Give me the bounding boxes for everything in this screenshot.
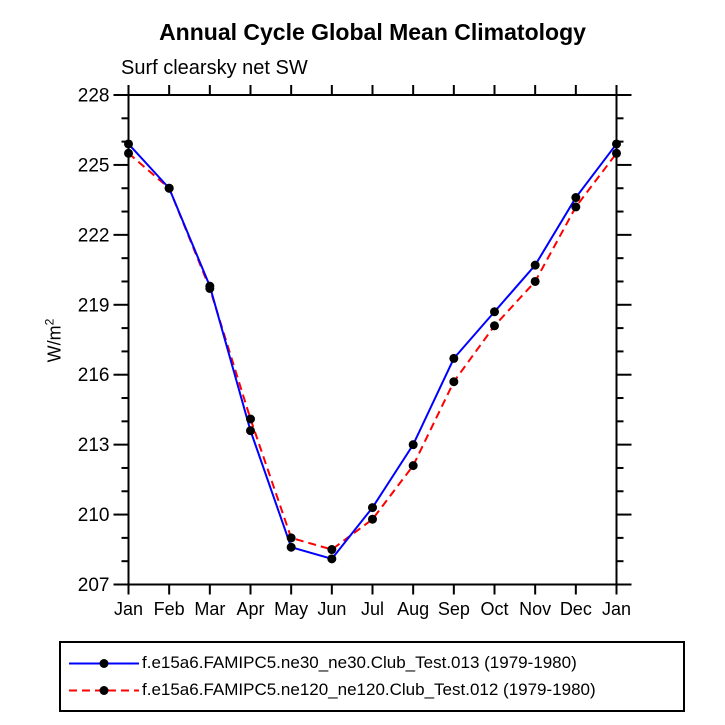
y-axis-tick-label: 213	[78, 435, 110, 456]
legend-marker-icon	[99, 685, 109, 695]
data-point-marker	[286, 542, 296, 552]
chart-subtitle: Surf clearsky net SW	[121, 57, 308, 79]
x-axis-tick-label: Feb	[154, 599, 185, 619]
data-point-marker	[408, 440, 418, 450]
legend-label-ne120: f.e15a6.FAMIPC5.ne120_ne120.Club_Test.01…	[142, 680, 596, 699]
y-axis-tick-label: 210	[78, 505, 110, 526]
legend-solid-line-sample	[69, 658, 139, 668]
data-point-marker	[490, 307, 499, 317]
series-line-ne30	[127, 143, 618, 561]
x-axis-tick-label: Jan	[602, 599, 631, 619]
x-axis-tick-label: Oct	[480, 599, 508, 619]
data-point-marker	[571, 193, 581, 203]
legend-item-ne120: f.e15a6.FAMIPC5.ne120_ne120.Club_Test.01…	[68, 677, 683, 704]
x-axis-tick-label: Jun	[317, 599, 346, 619]
data-point-marker	[205, 281, 215, 291]
data-point-marker	[530, 276, 540, 286]
data-point-marker	[368, 514, 377, 524]
x-axis-tick-label: May	[274, 599, 308, 619]
legend-item-ne30: f.e15a6.FAMIPC5.ne30_ne30.Club_Test.013 …	[68, 650, 683, 677]
data-point-marker	[124, 148, 133, 158]
data-point-marker	[530, 260, 540, 270]
legend-dashed-line-sample	[69, 685, 139, 695]
data-point-marker	[327, 554, 337, 564]
x-axis-tick-label: Jul	[361, 599, 384, 619]
y-axis-tick-label: 216	[78, 365, 110, 386]
data-point-marker	[408, 461, 418, 471]
x-axis-tick-label: Sep	[438, 599, 470, 619]
y-axis-tick-label: 222	[78, 225, 110, 246]
data-point-marker	[246, 414, 255, 424]
x-axis-tick-label: Jan	[114, 599, 143, 619]
data-point-marker	[612, 139, 621, 149]
data-point-marker	[164, 183, 174, 193]
y-axis-tick-label: 225	[78, 155, 110, 176]
data-point-marker	[286, 533, 296, 543]
data-point-marker	[246, 426, 255, 436]
x-axis-tick-label: Dec	[560, 599, 592, 619]
chart-title: Annual Cycle Global Mean Climatology	[159, 19, 586, 45]
x-axis-tick-label: Mar	[194, 599, 225, 619]
data-point-marker	[449, 353, 459, 363]
y-axis-tick-label: 219	[78, 295, 110, 316]
x-axis-tick-label: Apr	[236, 599, 264, 619]
data-point-marker	[490, 321, 499, 331]
data-point-marker	[449, 377, 459, 387]
series-line-ne120	[127, 152, 618, 551]
data-point-marker	[368, 503, 377, 513]
y-axis-tick-label: 207	[78, 575, 110, 596]
legend-box: f.e15a6.FAMIPC5.ne30_ne30.Club_Test.013 …	[59, 641, 685, 712]
legend-marker-icon	[99, 658, 109, 668]
x-axis-tick-label: Aug	[397, 599, 429, 619]
legend-label-ne30: f.e15a6.FAMIPC5.ne30_ne30.Club_Test.013 …	[142, 653, 577, 672]
data-point-marker	[327, 545, 337, 555]
data-point-marker	[571, 202, 581, 212]
x-axis-tick-label: Nov	[519, 599, 551, 619]
data-point-marker	[612, 148, 621, 158]
y-axis-tick-label: 228	[78, 86, 110, 107]
data-point-marker	[124, 139, 133, 149]
